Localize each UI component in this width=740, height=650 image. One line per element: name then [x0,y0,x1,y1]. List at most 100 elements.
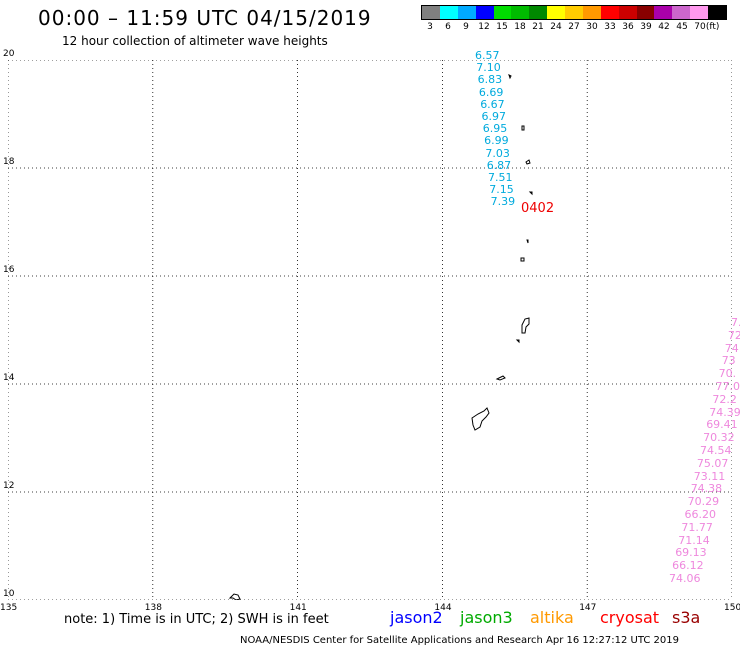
legend-label: 39 [640,22,652,32]
grid-lines [8,60,732,600]
satellite-name: altika [530,608,574,627]
satellite-name: cryosat [600,608,660,627]
lon-tick-label: 147 [579,603,597,613]
legend-label: 27 [568,22,580,32]
swh-label: 70.32 [703,431,735,445]
legend-swatch [600,6,619,19]
swh-label: 69.41 [706,418,738,432]
swh-label: 7.39 [490,195,516,209]
swh-label: 7. [731,316,740,329]
legend-swatch [565,6,583,19]
legend-swatch [654,6,673,19]
island-outline [520,257,525,262]
swh-label: 66.20 [684,508,717,521]
swh-label: 73.11 [693,469,726,483]
lat-tick-label: 20 [3,49,15,59]
island-outline [526,239,529,244]
swh-label: 72.2 [712,392,737,406]
swh-label: 73 [721,354,736,368]
swh-label: 7.10 [476,61,501,75]
legend-label: 36 [622,22,634,32]
legend-swatch [529,6,548,19]
island-outline [528,191,533,196]
swh-label: 69.13 [675,546,707,560]
swh-label: 66.12 [672,559,704,573]
lat-tick-label: 12 [3,481,15,491]
legend-swatch [690,6,708,19]
legend-label: 24 [550,22,562,32]
legend-label: 15 [496,22,508,32]
swh-label: 74.38 [690,482,723,496]
swh-label: 6.97 [481,110,507,123]
legend-label: 21 [532,22,544,32]
legend-label: 9 [463,22,469,32]
island-outline [515,339,520,344]
swh-label: 70.29 [687,495,720,509]
legend-label: 18 [514,22,526,32]
legend-label: 70 [694,22,706,32]
map-plot [8,60,732,600]
island-guam [471,407,490,431]
swh-label: 71.77 [681,520,713,534]
swh-label: 7.03 [485,146,510,160]
swh-label: 6.57 [475,49,500,62]
legend-swatch [636,6,655,19]
satellite-name: jason3 [460,608,513,627]
lat-tick-label: 14 [3,373,15,383]
legend-label: 33 [604,22,616,32]
swh-label: 71.14 [678,533,710,547]
map-subtitle: 12 hour collection of altimeter wave hei… [62,34,328,48]
footer-note: note: 1) Time is in UTC; 2) SWH is in fe… [64,612,329,627]
legend-swatch [672,6,691,19]
legend-swatch [457,6,476,19]
legend-swatch [547,6,565,19]
swh-label: 72 [727,328,740,342]
swh-label: 74.39 [709,405,740,419]
satellite-name: jason2 [390,608,443,627]
swh-label: 74.54 [700,444,732,457]
legend-label: 6 [445,22,451,32]
legend-swatch [493,6,512,19]
island-outline [495,375,506,381]
track-time-label: 0402 [521,201,555,216]
island-outline [521,317,530,334]
color-legend [421,5,727,20]
legend-swatch [475,6,494,19]
swh-label: 6.87 [486,158,512,172]
island-outline [525,159,531,165]
swh-label: 7.15 [489,183,514,197]
legend-swatch [422,6,440,19]
lat-tick-label: 18 [3,157,15,167]
swh-label: 74 [724,341,739,355]
legend-swatch [511,6,530,19]
swh-label: 70. [718,367,737,381]
lon-tick-label: 135 [0,603,18,613]
credit-line: NOAA/NESDIS Center for Satellite Applica… [240,635,679,646]
swh-label: 7.51 [488,171,513,184]
legend-label: 30 [586,22,598,32]
legend-label: 42 [658,22,670,32]
legend-unit: (ft) [705,22,720,32]
map-title: 00:00 – 11:59 UTC 04/15/2019 [38,6,372,30]
swh-label: 6.67 [480,97,505,111]
swh-label: 6.95 [482,122,508,136]
coastlines [228,74,533,600]
legend-label: 3 [427,22,433,32]
swh-label: 77.0 [715,380,740,393]
legend-swatch [582,6,601,19]
lon-tick-label: 144 [434,603,452,613]
lat-tick-label: 16 [3,265,15,275]
swh-label: 6.99 [484,134,509,148]
legend-label: 45 [676,22,688,32]
island-outline [508,74,512,80]
satellite-name: s3a [672,608,701,627]
legend-swatch [439,6,458,19]
lon-tick-label: 141 [289,603,307,613]
legend-swatch [708,6,726,19]
legend-label: 12 [478,22,490,32]
swh-label: 6.83 [477,73,503,87]
lat-tick-label: 10 [3,589,15,599]
legend-swatch [618,6,637,19]
lon-tick-label: 138 [144,603,162,613]
